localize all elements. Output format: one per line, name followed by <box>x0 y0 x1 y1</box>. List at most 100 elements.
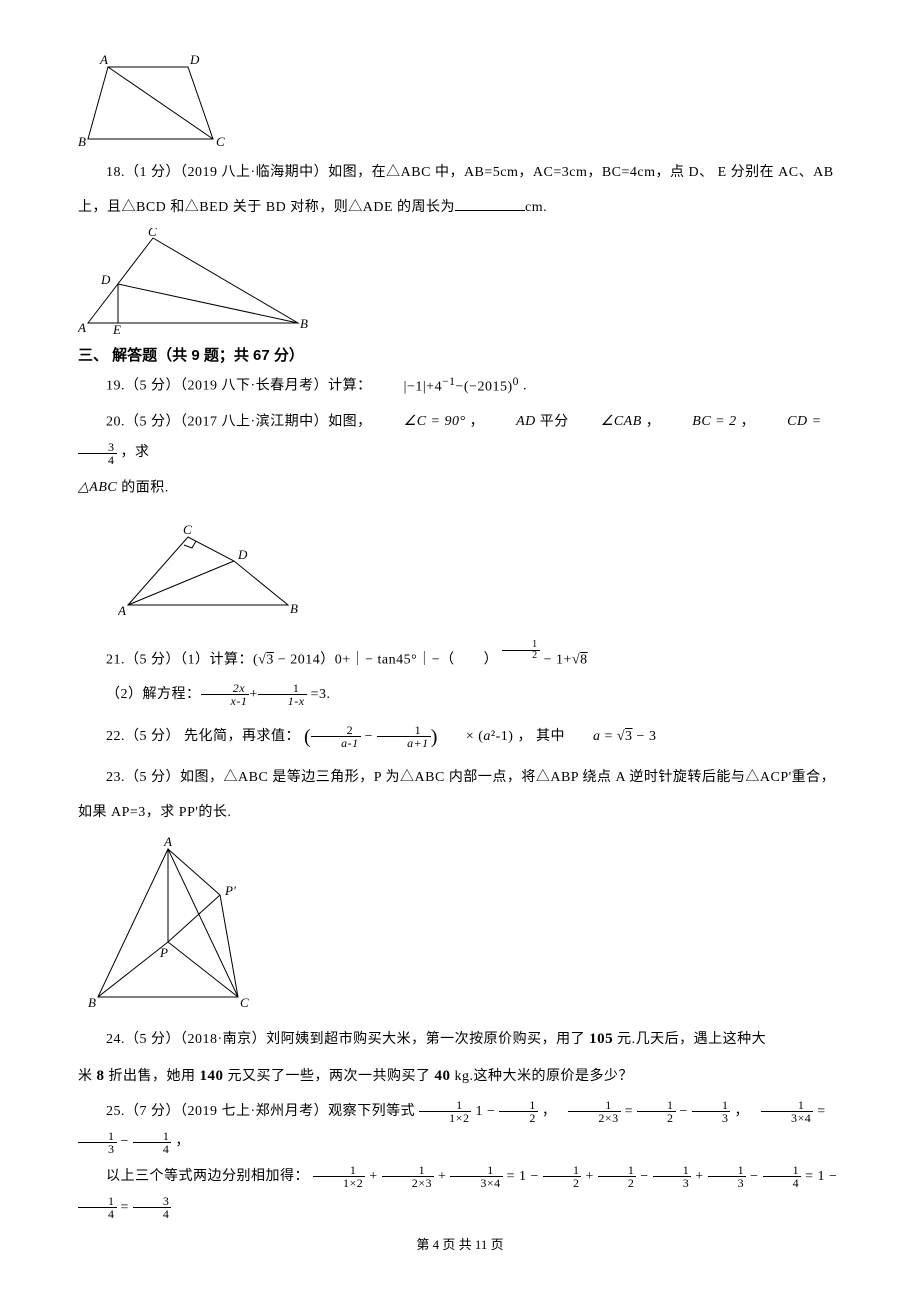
diagram-triangle-de: C D A E B <box>78 228 318 338</box>
q25-t1f: 14 <box>78 1195 117 1220</box>
q25-eq3-mid: − <box>121 1134 129 1149</box>
question-21-line2: （2）解方程：2xx-1+11-x =3. <box>78 680 842 711</box>
q25-eq2-rad: 2 <box>637 1112 676 1124</box>
q25-eq2-rbd: 3 <box>692 1112 731 1124</box>
svg-text:E: E <box>112 322 121 337</box>
svg-text:P: P <box>159 945 168 960</box>
figure-q18: C D A E B <box>78 228 842 338</box>
q22-lp: ( <box>304 726 311 748</box>
question-21-line1: 21.（5 分）（1）计算：(√3 − 2014）0+｜− tan45°｜−（ … <box>78 640 842 676</box>
svg-text:B: B <box>300 316 308 331</box>
q20-c1: ， <box>470 415 485 430</box>
q24-l2b: 折出售，她用 <box>109 1069 196 1084</box>
q20-BC: BC = 2 <box>664 407 736 438</box>
svg-text:A: A <box>118 603 126 618</box>
question-24-line2: 米 8 折出售，她用 140 元又买了一些，两次一共购买了 40 kg.这种大米… <box>78 1060 842 1093</box>
question-22: 22.（5 分） 先化简，再求值： (2a-1 − 1a+1) × (a²-1)… <box>78 715 842 759</box>
q20-ABC: ABC <box>89 473 117 504</box>
q24-l2d: kg.这种大米的原价是多少？ <box>455 1069 634 1084</box>
q21-sqrt3: √3 <box>258 652 274 667</box>
q25-eq2-ra: 12 <box>637 1099 676 1124</box>
question-18-line1: 18.（1 分）（2019 八上·临海期中）如图，在△ABC 中，AB=5cm，… <box>78 158 842 189</box>
q19-suffix: . <box>523 378 527 393</box>
q25-eq3-rb: 14 <box>133 1130 172 1155</box>
svg-text:A: A <box>99 54 108 67</box>
q25-c2: ， <box>734 1104 749 1119</box>
q20-c4: ，求 <box>121 445 150 460</box>
q21-exp-den: 2 <box>502 651 540 661</box>
question-18-line2: 上，且△BCD 和△BED 关于 BD 对称，则△ADE 的周长为cm. <box>78 193 842 224</box>
q25-r4: 14 <box>763 1164 802 1189</box>
q25-eq1-rf: 12 <box>499 1099 538 1124</box>
q25-eq3-l: 13×4 <box>761 1099 813 1124</box>
q25-t2fd: 4 <box>133 1208 172 1220</box>
svg-text:A: A <box>78 320 86 335</box>
q19-expr: |−1|+4−1−(−2015)0 <box>376 369 519 403</box>
q20-CD-frac: 34 <box>78 441 117 466</box>
q25-eq3-rbn: 1 <box>133 1130 172 1143</box>
q25-eq2-ld: 2×3 <box>568 1112 620 1124</box>
page-footer: 第 4 页 共 11 页 <box>78 1234 842 1253</box>
q25-eq1-r: 1 − <box>475 1104 495 1119</box>
question-25-line2: 以上三个等式两边分别相加得： 11×2 + 12×3 + 13×4 = 1 − … <box>78 1162 842 1224</box>
q25-eq3-ra: 13 <box>78 1130 117 1155</box>
svg-text:P': P' <box>224 883 236 898</box>
q25-eq3-ran: 1 <box>78 1130 117 1143</box>
q25-s0: 11×2 <box>313 1164 365 1189</box>
question-24-line1: 24.（5 分）（2018·南京）刘阿姨到超市购买大米，第一次按原价购买，用了 … <box>78 1023 842 1056</box>
q20-cd-den: 4 <box>78 454 117 466</box>
question-23-line2: 如果 AP=3，求 PP'的长. <box>78 798 842 829</box>
svg-text:C: C <box>216 134 225 149</box>
q25-s1: 12×3 <box>382 1164 434 1189</box>
q25-s2d: 3×4 <box>450 1177 502 1189</box>
q25-eq2-rb: 13 <box>692 1099 731 1124</box>
q25-t2: = <box>121 1200 129 1215</box>
q22-minus3: − 3 <box>633 729 657 744</box>
blank-q18 <box>455 197 525 211</box>
q25-r3d: 3 <box>708 1177 747 1189</box>
q21-f2-den: 1-x <box>258 695 307 707</box>
q21-plus: + <box>249 687 257 702</box>
figure-q23: A P' P B C <box>88 837 842 1015</box>
figure-q17: A D B C <box>78 54 842 154</box>
q22-prefix: 22.（5 分） 先化简，再求值： <box>106 729 300 744</box>
q25-eq1-rd: 2 <box>499 1112 538 1124</box>
q25-eq2-ln: 1 <box>568 1099 620 1112</box>
q24-l2a: 米 <box>78 1069 93 1084</box>
svg-text:D: D <box>100 272 111 287</box>
svg-text:A: A <box>163 837 172 849</box>
q21-mid: − 2014）0+｜− tan45°｜−（ ） <box>274 652 498 667</box>
q19-prefix: 19.（5 分）（2019 八下·长春月考）计算： <box>106 378 372 393</box>
svg-text:B: B <box>88 995 96 1010</box>
q22-comma: ， 其中 <box>517 729 565 744</box>
q25-r4d: 4 <box>763 1177 802 1189</box>
q22-var: a <box>565 722 601 753</box>
q24-l1b: 元.几天后，遇上这种大 <box>617 1032 766 1047</box>
q25-eq3-rad: 3 <box>78 1143 117 1155</box>
q20-angleCAB: ∠CAB <box>573 407 642 438</box>
q22-minus: − <box>361 729 377 744</box>
q20-c3: ， <box>741 415 756 430</box>
svg-text:C: C <box>240 995 249 1010</box>
q24-140: 140 <box>200 1068 224 1084</box>
q18-l2-pre: 上，且△BCD 和△BED 关于 BD 对称，则△ADE 的周长为 <box>78 200 455 215</box>
q25-s0d: 1×2 <box>313 1177 365 1189</box>
q25-c3: ， <box>175 1134 190 1149</box>
q21-exp-frac: 12 <box>502 640 540 661</box>
question-25-line1: 25.（7 分）（2019 七上·郑州月考）观察下列等式 11×2 1 − 12… <box>78 1097 842 1159</box>
q25-t1: = 1 − <box>805 1169 837 1184</box>
q21-eq: =3. <box>307 687 331 702</box>
q24-105: 105 <box>589 1031 613 1047</box>
q22-t1: 2a-1 <box>311 724 361 749</box>
q21-f1-den: x-1 <box>201 695 250 707</box>
q24-8: 8 <box>97 1068 105 1084</box>
q25-rhs: = 1 − <box>507 1169 539 1184</box>
section-3-header: 三、 解答题（共 9 题；共 67 分） <box>78 344 842 365</box>
q24-l1a: 24.（5 分）（2018·南京）刘阿姨到超市购买大米，第一次按原价购买，用了 <box>106 1032 585 1047</box>
q22-times: × (a²-1) <box>438 722 514 753</box>
q25-eq1-ln: 1 <box>419 1099 471 1112</box>
q25-prefix: 25.（7 分）（2019 七上·郑州月考）观察下列等式 <box>106 1104 415 1119</box>
svg-text:B: B <box>78 134 86 149</box>
svg-text:D: D <box>237 547 248 562</box>
question-20-line2: △ABC 的面积. <box>78 473 842 504</box>
